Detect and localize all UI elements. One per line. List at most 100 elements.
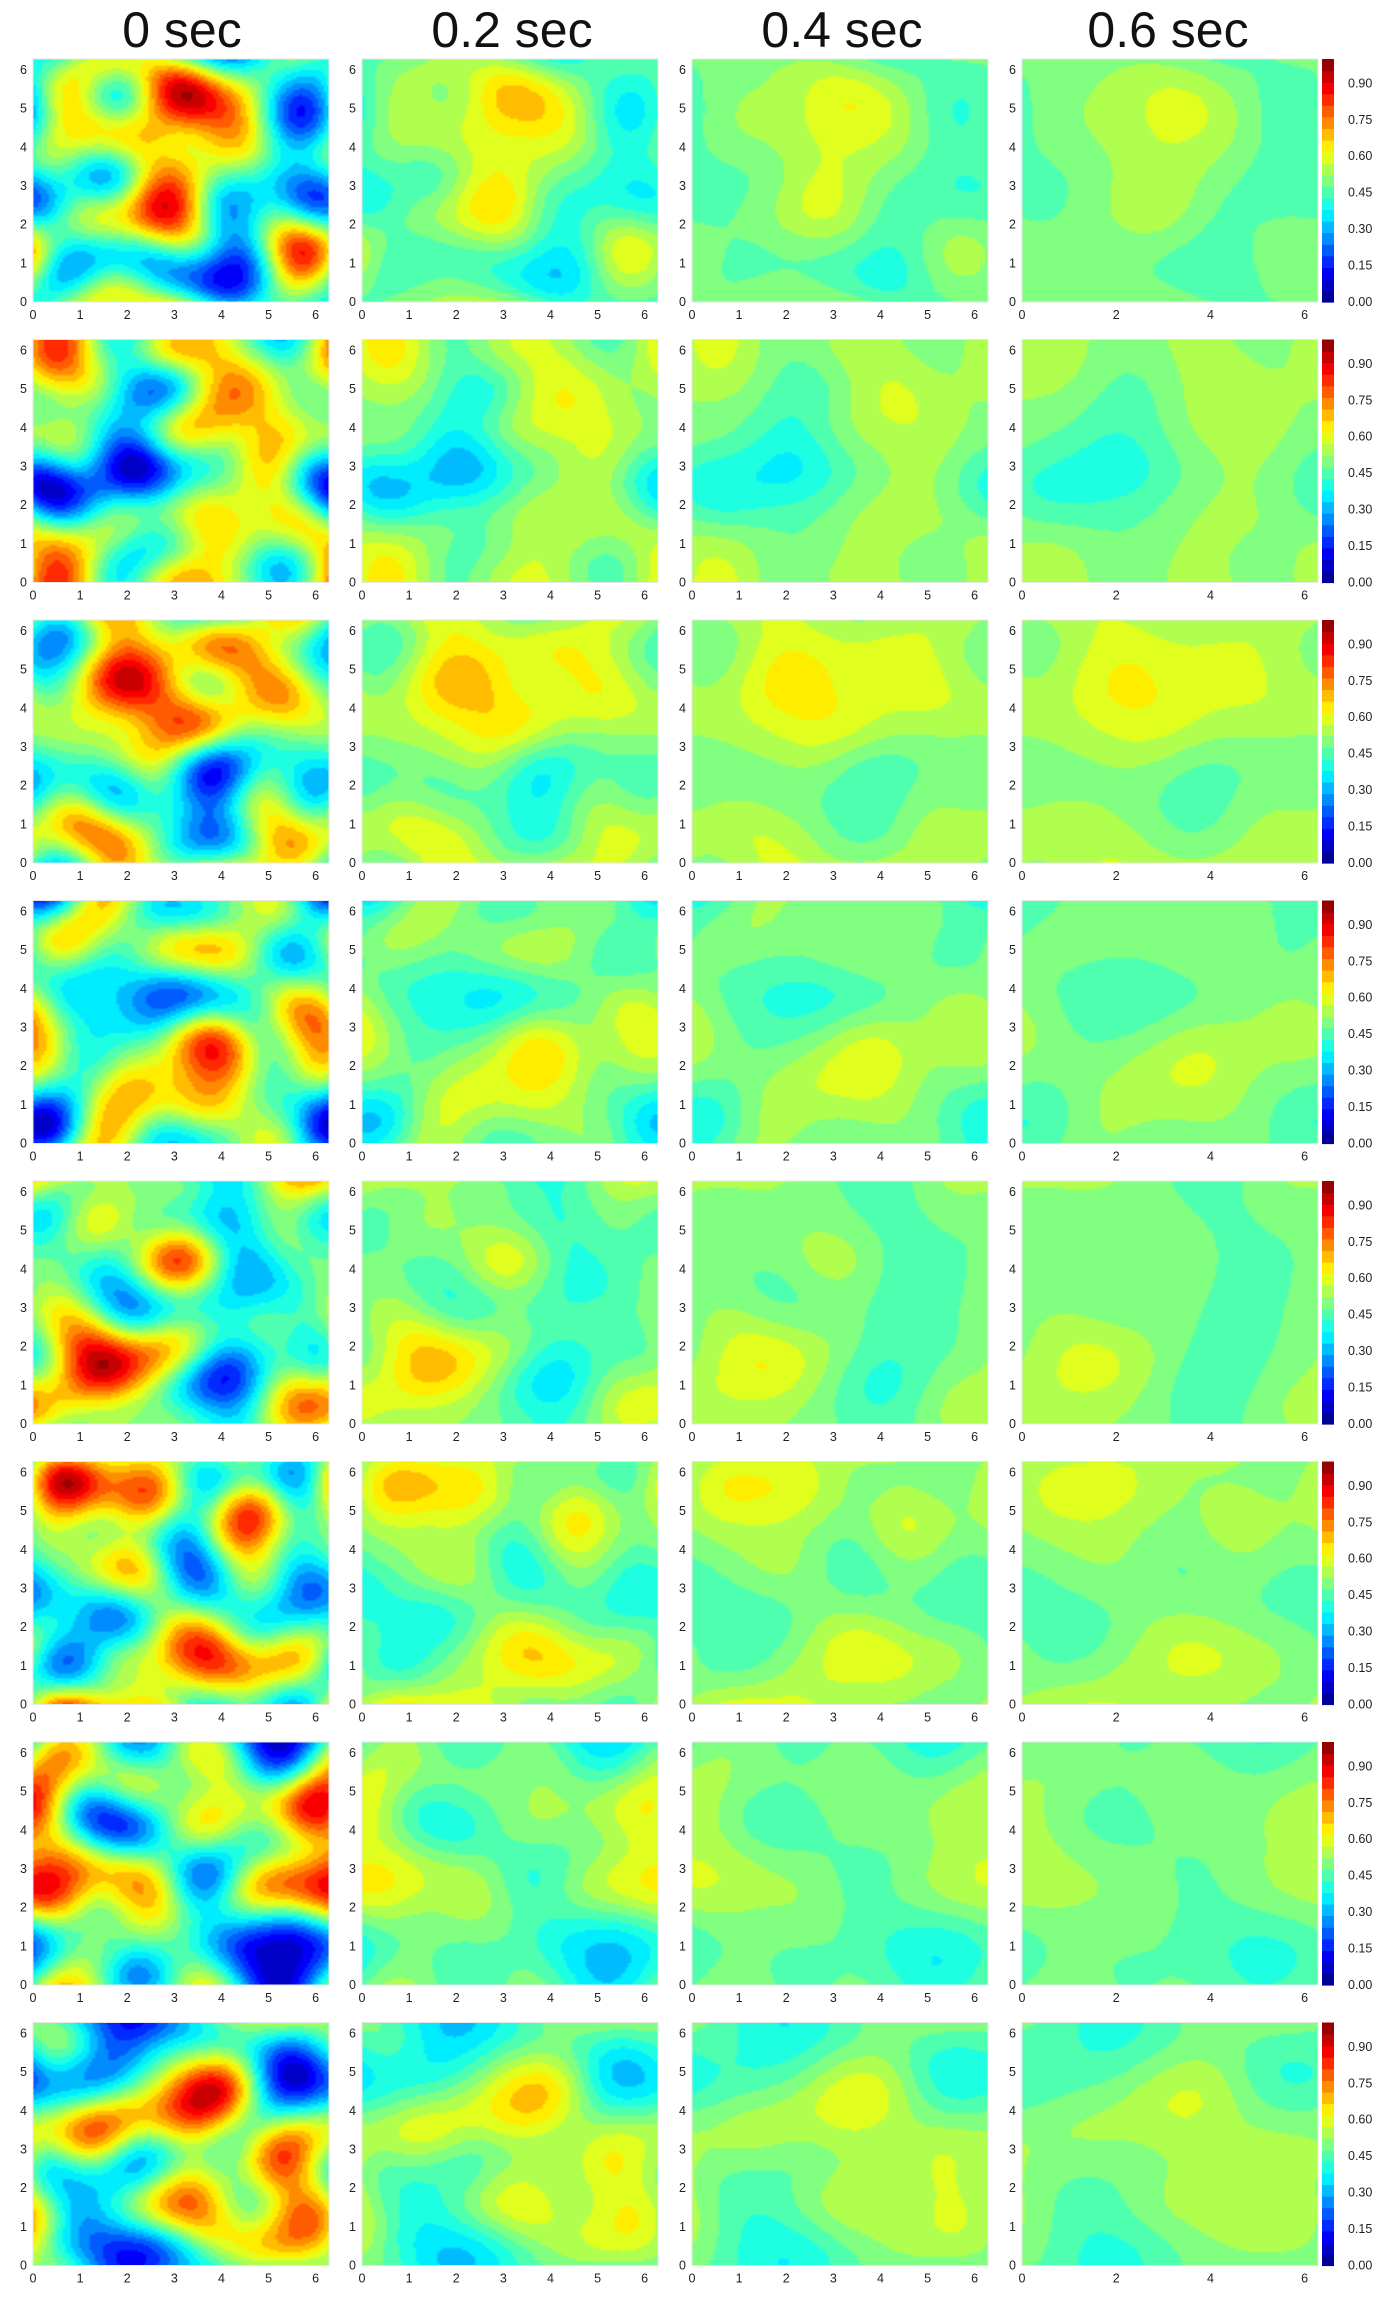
- y-tick-label: 3: [1009, 1862, 1016, 1876]
- colorbar-segment: [1322, 1646, 1334, 1659]
- colorbar-tick-label: 0.75: [1348, 954, 1372, 968]
- y-tick-label: 4: [349, 2104, 356, 2118]
- x-tick-label: 0: [359, 2272, 366, 2286]
- panel-frame: [691, 619, 989, 864]
- y-tick-label: 1: [20, 537, 27, 551]
- y-tick-label: 5: [20, 1504, 27, 1518]
- colorbar-tick-label: 0.15: [1348, 2222, 1372, 2236]
- x-tick-label: 0: [689, 869, 696, 883]
- y-tick-label: 6: [349, 343, 356, 357]
- y-tick-label: 4: [1009, 982, 1016, 996]
- colorbar-segment: [1322, 513, 1334, 526]
- x-tick-label: 0: [30, 589, 37, 603]
- y-tick-label: 4: [679, 701, 686, 715]
- x-tick-label: 4: [877, 2272, 884, 2286]
- colorbar-segment: [1322, 851, 1334, 864]
- y-tick-label: 4: [20, 1823, 27, 1837]
- colorbar-tick-label: 0.30: [1348, 503, 1372, 517]
- panel-frame: [361, 1180, 659, 1425]
- colorbar-segment: [1322, 805, 1334, 818]
- y-tick-label: 2: [349, 498, 356, 512]
- y-tick-label: 1: [349, 1939, 356, 1953]
- y-tick-label: 6: [20, 2026, 27, 2040]
- x-tick-label: 4: [218, 308, 225, 322]
- colorbar-segment: [1322, 420, 1334, 433]
- colorbar-tick-label: 0.90: [1348, 918, 1372, 932]
- colorbar-segment: [1322, 116, 1334, 130]
- colorbar-segment: [1322, 221, 1334, 234]
- colorbar: 0.00 0.15 0.30 0.45 0.60 0.75 0.90: [1322, 59, 1372, 309]
- y-tick-label: 2: [20, 1059, 27, 1073]
- x-tick-label: 4: [1207, 1430, 1214, 1444]
- colorbar-tick-label: 0.90: [1348, 1479, 1372, 1493]
- y-tick-label: 4: [679, 982, 686, 996]
- x-tick-label: 2: [1113, 1991, 1120, 2005]
- y-tick-label: 1: [20, 256, 27, 270]
- colorbar-segment: [1322, 643, 1334, 656]
- heatmap-panel: 0 1 2 3 4 5 6 0 2 4 6: [1009, 339, 1319, 603]
- colorbar-tick-label: 0.75: [1348, 1515, 1372, 1529]
- colorbar-segment: [1322, 1085, 1334, 1098]
- colorbar-segment: [1322, 828, 1334, 841]
- x-tick-label: 4: [877, 589, 884, 603]
- y-tick-label: 3: [1009, 2142, 1016, 2156]
- y-tick-label: 6: [1009, 63, 1016, 77]
- heatmap-panel: 0 1 2 3 4 5 6 0 1 2 3 4 5 6: [349, 1741, 659, 2005]
- colorbar-tick-label: 0.75: [1348, 674, 1372, 688]
- x-tick-label: 3: [500, 2272, 507, 2286]
- x-tick-label: 4: [1207, 589, 1214, 603]
- colorbar-tick-label: 0.45: [1348, 186, 1372, 200]
- x-tick-label: 3: [171, 1711, 178, 1725]
- panel-frame: [1021, 1180, 1319, 1425]
- panel-frame: [1021, 619, 1319, 864]
- y-tick-label: 4: [349, 1262, 356, 1276]
- panel-frame: [32, 2022, 330, 2266]
- colorbar-segment: [1322, 1834, 1334, 1847]
- colorbar-tick-label: 0.75: [1348, 1796, 1372, 1810]
- colorbar-segment: [1322, 362, 1334, 375]
- colorbar-tick-label: 0.30: [1348, 2186, 1372, 2200]
- y-tick-label: 0: [679, 856, 686, 870]
- y-tick-label: 3: [679, 740, 686, 754]
- y-tick-label: 2: [1009, 1901, 1016, 1915]
- y-tick-label: 4: [679, 140, 686, 154]
- y-tick-label: 1: [349, 1098, 356, 1112]
- x-tick-label: 1: [406, 308, 413, 322]
- colorbar-segment: [1322, 278, 1334, 292]
- colorbar-segment: [1322, 2242, 1334, 2255]
- y-tick-label: 5: [349, 1224, 356, 1238]
- y-tick-label: 1: [349, 2220, 356, 2234]
- y-tick-label: 4: [679, 421, 686, 435]
- x-tick-label: 5: [924, 1430, 931, 1444]
- x-tick-label: 3: [500, 1150, 507, 1164]
- y-tick-label: 2: [20, 1340, 27, 1354]
- x-tick-label: 5: [265, 869, 272, 883]
- x-tick-label: 3: [830, 308, 837, 322]
- y-tick-label: 4: [20, 1543, 27, 1557]
- y-tick-label: 1: [1009, 1939, 1016, 1953]
- y-tick-label: 2: [20, 2181, 27, 2195]
- x-tick-label: 1: [77, 869, 84, 883]
- x-tick-label: 3: [500, 1430, 507, 1444]
- x-tick-label: 5: [265, 1711, 272, 1725]
- x-tick-label: 1: [736, 1150, 743, 1164]
- colorbar-segment: [1322, 351, 1334, 364]
- x-tick-label: 5: [594, 1991, 601, 2005]
- y-tick-label: 6: [349, 904, 356, 918]
- heatmap-panel: 0 1 2 3 4 5 6 0 1 2 3 4 5 6: [679, 339, 989, 603]
- colorbar: 0.00 0.15 0.30 0.45 0.60 0.75 0.90: [1322, 1742, 1372, 1992]
- colorbar-segment: [1322, 1542, 1334, 1555]
- y-tick-label: 1: [349, 817, 356, 831]
- x-tick-label: 0: [689, 1430, 696, 1444]
- y-tick-label: 2: [20, 218, 27, 232]
- y-tick-label: 0: [349, 1137, 356, 1151]
- colorbar-tick-label: 0.90: [1348, 76, 1372, 90]
- colorbar-segment: [1322, 1496, 1334, 1509]
- y-tick-label: 2: [679, 1620, 686, 1634]
- y-tick-label: 2: [1009, 498, 1016, 512]
- colorbar-segment: [1322, 151, 1334, 164]
- heatmap-image: [1022, 1181, 1318, 1424]
- colorbar-segment: [1322, 105, 1334, 118]
- x-tick-label: 1: [77, 1711, 84, 1725]
- x-tick-label: 6: [971, 2272, 978, 2286]
